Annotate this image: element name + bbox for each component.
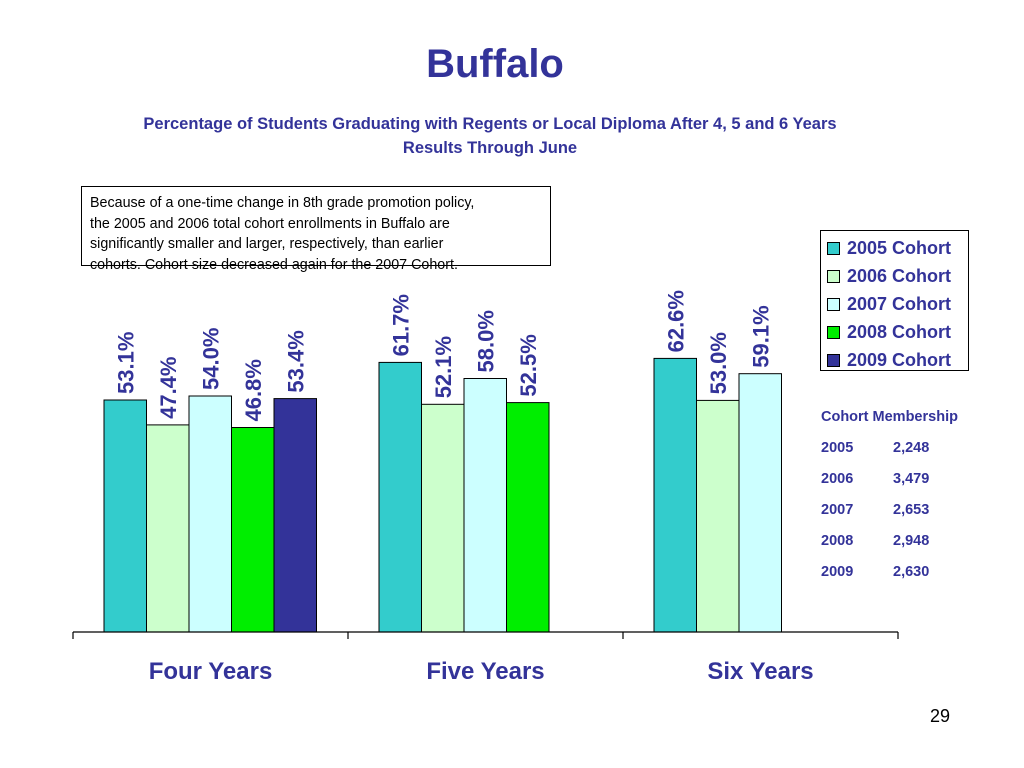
bar-2006-cohort	[421, 403, 465, 633]
membership-year: 2008	[821, 533, 854, 549]
membership-year: 2006	[821, 471, 854, 487]
membership-year: 2007	[821, 502, 854, 518]
data-label: 52.5%	[516, 334, 541, 396]
membership-count: 2,630	[893, 564, 930, 580]
data-label: 53.0%	[706, 332, 731, 394]
data-label: 52.1%	[431, 336, 456, 398]
data-label: 53.4%	[283, 330, 308, 392]
category-label: Six Years	[707, 658, 813, 685]
membership-row: 2007 2,653	[821, 499, 958, 530]
note-line: Because of a one-time change in 8th grad…	[90, 195, 475, 211]
category-label: Five Years	[426, 658, 544, 685]
note-line: the 2005 and 2006 total cohort enrollmen…	[90, 215, 450, 232]
bar-2006-cohort	[696, 399, 740, 633]
membership-count: 2,653	[893, 502, 930, 518]
bar-2007-cohort	[463, 378, 507, 633]
data-label: 46.8%	[241, 359, 266, 421]
legend-item: 2005 Cohort	[821, 234, 968, 262]
data-label: 62.6%	[663, 290, 688, 352]
legend-label: 2008 Cohort	[847, 321, 952, 342]
membership-year: 2005	[821, 440, 854, 456]
membership-row: 2005 2,248	[821, 437, 958, 468]
legend-label: 2007 Cohort	[847, 293, 952, 314]
cohort-membership: Cohort Membership 2005 2,248 2006 3,479 …	[821, 406, 958, 592]
note-line: significantly smaller and larger, respec…	[90, 236, 444, 252]
bar-2007-cohort	[188, 395, 232, 633]
legend-item: 2006 Cohort	[821, 262, 968, 290]
legend-item: 2008 Cohort	[821, 318, 968, 346]
membership-title: Cohort Membership	[821, 409, 958, 425]
bar-2008-cohort	[506, 402, 550, 633]
page-number: 29	[930, 706, 951, 726]
legend-item: 2009 Cohort	[821, 346, 968, 374]
membership-row: 2006 3,479	[821, 468, 958, 499]
membership-count: 2,248	[893, 440, 930, 456]
membership-row: 2008 2,948	[821, 530, 958, 561]
legend-swatch	[827, 241, 840, 255]
data-label: 47.4%	[156, 357, 181, 419]
data-label: 59.1%	[748, 305, 773, 367]
membership-count: 2,948	[893, 533, 930, 549]
membership-count: 3,479	[893, 471, 930, 487]
subtitle-line-1: Percentage of Students Graduating with R…	[143, 115, 837, 133]
bar-2006-cohort	[146, 424, 190, 633]
bar-2005-cohort	[103, 399, 147, 633]
legend-swatch	[827, 353, 840, 367]
legend-swatch	[827, 297, 840, 311]
data-label: 61.7%	[388, 294, 413, 356]
data-label: 54.0%	[198, 328, 223, 390]
legend-swatch	[827, 269, 840, 283]
bar-2005-cohort	[653, 357, 697, 633]
note-box: Because of a one-time change in 8th grad…	[81, 186, 551, 273]
bar-2009-cohort	[273, 398, 317, 633]
subtitle-line-2: Results Through June	[402, 139, 578, 157]
category-label: Four Years	[149, 658, 273, 685]
legend-label: 2006 Cohort	[847, 265, 952, 286]
membership-year: 2009	[821, 564, 854, 580]
bar-2005-cohort	[378, 361, 422, 633]
legend-label: 2009 Cohort	[847, 349, 952, 370]
legend-item: 2007 Cohort	[821, 290, 968, 318]
note-line: cohorts. Cohort size decreased again for…	[90, 256, 458, 273]
legend: 2005 Cohort 2006 Cohort 2007 Cohort 2008 Co…	[820, 230, 969, 371]
legend-swatch	[827, 325, 840, 339]
data-label: 58.0%	[473, 310, 498, 372]
chart-title: Buffalo	[426, 42, 564, 86]
legend-label: 2005 Cohort	[847, 237, 952, 258]
bar-2008-cohort	[231, 427, 275, 633]
data-label: 53.1%	[113, 332, 138, 394]
membership-row: 2009 2,630	[821, 561, 958, 592]
bar-2007-cohort	[738, 373, 782, 633]
chart-subtitle: Percentage of Students Graduating with R…	[0, 112, 980, 160]
